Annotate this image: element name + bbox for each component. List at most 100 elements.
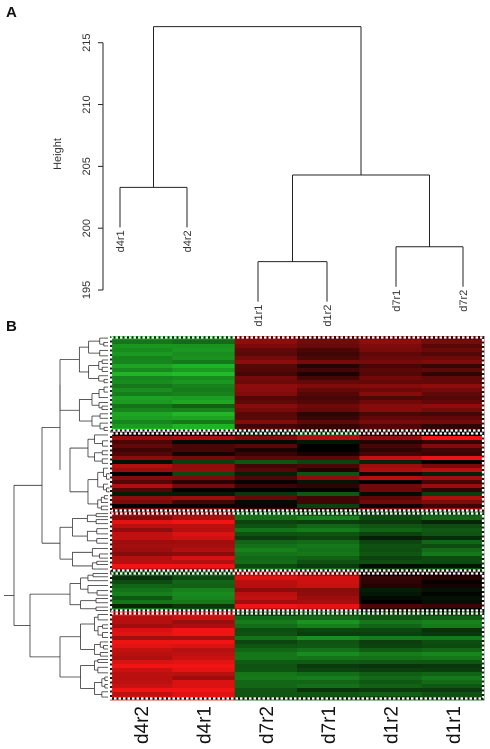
heatmap-cell <box>421 604 485 609</box>
heatmap-cell <box>359 624 423 629</box>
heatmap-cell <box>297 692 360 697</box>
heatmap-cell <box>421 440 485 445</box>
heatmap-cell <box>172 424 236 429</box>
heatmap-cell <box>421 456 485 461</box>
heatmap-cell <box>359 544 423 549</box>
heatmap-cell <box>297 688 360 693</box>
heatmap-cell <box>110 664 173 669</box>
heatmap-cell <box>234 660 298 665</box>
heatmap-cell <box>359 616 423 621</box>
heatmap-cell <box>234 588 298 593</box>
heatmap-cell <box>234 616 298 621</box>
heatmap-cell <box>359 492 423 497</box>
heatmap-cell <box>359 640 423 645</box>
heatmap-cell <box>172 340 236 345</box>
heatmap-cell <box>172 628 236 633</box>
heatmap-cell <box>359 588 423 593</box>
heatmap-cell <box>172 392 236 397</box>
heatmap-cell <box>110 504 173 509</box>
heatmap-cell <box>297 504 360 509</box>
heatmap-cell <box>110 688 173 693</box>
heatmap-cell <box>172 664 236 669</box>
heatmap-cell <box>172 372 236 377</box>
heatmap-cell <box>421 680 485 685</box>
heatmap-cell <box>172 620 236 625</box>
heatmap-cell <box>172 652 236 657</box>
heatmap-cell <box>421 468 485 473</box>
heatmap-cell <box>297 624 360 629</box>
heatmap-cell <box>234 596 298 601</box>
heatmap-cell <box>172 636 236 641</box>
heatmap-cell <box>359 552 423 557</box>
heatmap-cell <box>172 460 236 465</box>
heatmap-cell <box>234 576 298 581</box>
row-dendrogram <box>4 337 110 698</box>
heatmap-cell <box>234 468 298 473</box>
heatmap-cell <box>297 436 360 441</box>
heatmap-cell <box>172 604 236 609</box>
heatmap-cell <box>297 492 360 497</box>
heatmap-cell <box>172 464 236 469</box>
heatmap-cell <box>172 600 236 605</box>
heatmap-cell <box>421 524 485 529</box>
heatmap-cell <box>359 460 423 465</box>
cluster-box <box>109 572 485 612</box>
heatmap-cell <box>359 408 423 413</box>
heatmap-cell <box>110 604 173 609</box>
panel-a-label: A <box>6 4 17 21</box>
heatmap-cell <box>110 460 173 465</box>
dendrogram-leaves: d4r1 d4r2 d1r1 d1r2 d7r1 d7r2 <box>115 230 470 326</box>
heatmap-cell <box>172 468 236 473</box>
y-tick-label: 215 <box>81 34 93 52</box>
heatmap-cell <box>297 560 360 565</box>
heatmap-cell <box>110 652 173 657</box>
heatmap-cell <box>359 376 423 381</box>
heatmap-cell <box>297 440 360 445</box>
heatmap-cell <box>110 640 173 645</box>
heatmap-cell <box>172 516 236 521</box>
heatmap-cell <box>297 556 360 561</box>
heatmap-cell <box>234 476 298 481</box>
heatmap-cell <box>421 548 485 553</box>
heatmap-cell <box>234 528 298 533</box>
heatmap-cell <box>297 420 360 425</box>
heatmap-cell <box>234 520 298 525</box>
heatmap-cell <box>110 600 173 605</box>
heatmap-cell <box>110 524 173 529</box>
heatmap-cell <box>421 580 485 585</box>
heatmap-cell <box>234 456 298 461</box>
heatmap-cell <box>234 640 298 645</box>
heatmap-cell <box>234 488 298 493</box>
heatmap-cell <box>359 412 423 417</box>
heatmap-cell <box>234 648 298 653</box>
heatmap-cell <box>234 516 298 521</box>
heatmap-cell <box>172 356 236 361</box>
heatmap-cell <box>297 400 360 405</box>
heatmap-cell <box>234 524 298 529</box>
heatmap-cell <box>234 532 298 537</box>
heatmap-cell <box>421 600 485 605</box>
heatmap-cell <box>234 380 298 385</box>
heatmap-cell <box>421 420 485 425</box>
heatmap-cell <box>110 404 173 409</box>
heatmap-cell <box>297 672 360 677</box>
heatmap-cell <box>234 408 298 413</box>
heatmap-cell <box>110 368 173 373</box>
heatmap-cell <box>172 536 236 541</box>
heatmap-cell <box>172 408 236 413</box>
heatmap-cell <box>234 352 298 357</box>
heatmap-cell <box>234 344 298 349</box>
heatmap-cell <box>359 664 423 669</box>
heatmap-cell <box>297 532 360 537</box>
heatmap-cell <box>110 540 173 545</box>
heatmap-cell <box>234 368 298 373</box>
heatmap-cell <box>172 364 236 369</box>
heatmap-cell <box>421 384 485 389</box>
heatmap-cell <box>421 352 485 357</box>
heatmap-cell <box>297 372 360 377</box>
heatmap-cell <box>359 356 423 361</box>
heatmap-cell <box>172 412 236 417</box>
heatmap-cell <box>110 624 173 629</box>
heatmap-cell <box>234 396 298 401</box>
